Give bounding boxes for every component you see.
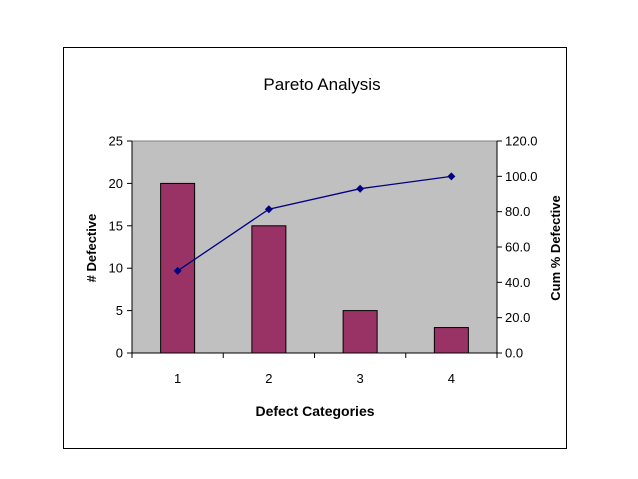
y-tick-label: 0 xyxy=(116,346,123,361)
chart-title: Pareto Analysis xyxy=(263,75,380,94)
bar-3 xyxy=(342,310,378,354)
y-tick-label: 20 xyxy=(109,176,123,191)
cumulative-point-2 xyxy=(264,205,273,214)
cumulative-point-1 xyxy=(173,266,182,275)
cumulative-line xyxy=(177,175,452,272)
cumulative-point-3 xyxy=(356,184,365,193)
y-tick-label: 15 xyxy=(109,218,123,233)
y2-tick-label: 80.0 xyxy=(505,204,530,219)
y-tick-label: 25 xyxy=(109,134,123,149)
y2-tick-label: 60.0 xyxy=(505,240,530,255)
y-tick-label: 10 xyxy=(109,261,123,276)
x-axis-title: Defect Categories xyxy=(255,403,374,419)
y2-tick-label: 20.0 xyxy=(505,310,530,325)
y-tick-label: 5 xyxy=(116,303,123,318)
x-tick-label: 4 xyxy=(448,371,455,386)
x-tick-label: 3 xyxy=(357,371,364,386)
y2-tick-label: 120.0 xyxy=(505,134,538,149)
cumulative-point-4 xyxy=(447,172,456,181)
y-axis-title: # Defective xyxy=(84,214,99,283)
y2-tick-label: 40.0 xyxy=(505,275,530,290)
y2-tick-label: 100.0 xyxy=(505,169,538,184)
y2-axis-title: Cum % Defective xyxy=(548,195,563,300)
bar-2 xyxy=(251,225,287,354)
x-tick-label: 2 xyxy=(265,371,272,386)
x-tick-label: 1 xyxy=(174,371,181,386)
bar-4 xyxy=(433,327,469,354)
y2-tick-label: 0.0 xyxy=(505,346,523,361)
